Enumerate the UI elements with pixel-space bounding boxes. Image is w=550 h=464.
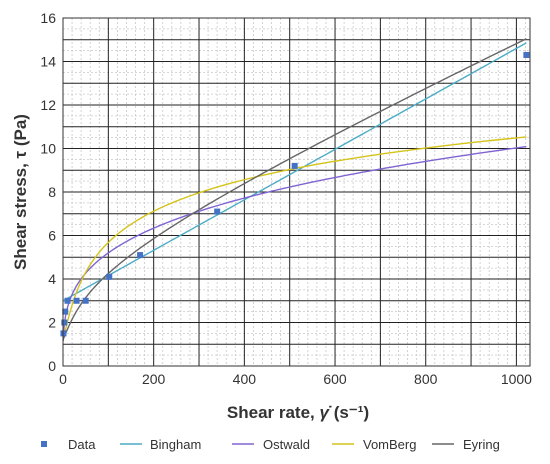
legend-label-bingham: Bingham (150, 437, 201, 452)
data-point (214, 208, 221, 215)
x-axis-title: Shear rate, γ̇ (s⁻¹) (227, 403, 369, 422)
y-tick-label: 16 (40, 10, 56, 26)
y-tick-label: 0 (48, 358, 56, 374)
y-tick-label: 2 (48, 315, 56, 331)
legend-marker-data (41, 441, 47, 447)
x-tick-label: 200 (142, 371, 166, 387)
data-point (62, 308, 69, 315)
x-axis-title-symbol: γ̇ (320, 403, 332, 422)
legend-label-data: Data (68, 437, 96, 452)
data-point (291, 162, 298, 169)
legend: Data Bingham Ostwald VomBerg Eyring (41, 437, 500, 452)
series-line-bingham (62, 42, 527, 302)
y-tick-label: 8 (48, 184, 56, 200)
legend-label-vomberg: VomBerg (363, 437, 416, 452)
legend-label-ostwald: Ostwald (263, 437, 310, 452)
y-tick-label: 10 (40, 141, 56, 157)
data-point (73, 297, 80, 304)
series-lines (62, 38, 527, 342)
x-axis-ticks: 0 200 400 600 800 1000 (59, 371, 532, 387)
data-point (64, 297, 71, 304)
data-point (137, 252, 144, 259)
x-tick-label: 800 (414, 371, 438, 387)
x-tick-label: 400 (233, 371, 257, 387)
data-point (82, 297, 89, 304)
plot-border (62, 17, 531, 367)
y-axis-ticks: 0 2 4 6 8 10 12 14 16 (40, 10, 56, 374)
y-tick-label: 12 (40, 97, 56, 113)
y-axis-title: Shear stress, τ (Pa) (11, 114, 30, 270)
y-tick-label: 6 (48, 228, 56, 244)
y-tick-label: 4 (48, 271, 56, 287)
series-line-eyring (62, 38, 527, 340)
x-tick-label: 0 (59, 371, 67, 387)
legend-label-eyring: Eyring (463, 437, 500, 452)
grid-major (63, 18, 530, 366)
x-tick-label: 600 (323, 371, 347, 387)
data-point (523, 51, 530, 58)
data-point (61, 319, 68, 326)
y-tick-label: 14 (40, 54, 56, 70)
data-point (106, 273, 113, 280)
x-tick-label: 1000 (501, 371, 532, 387)
